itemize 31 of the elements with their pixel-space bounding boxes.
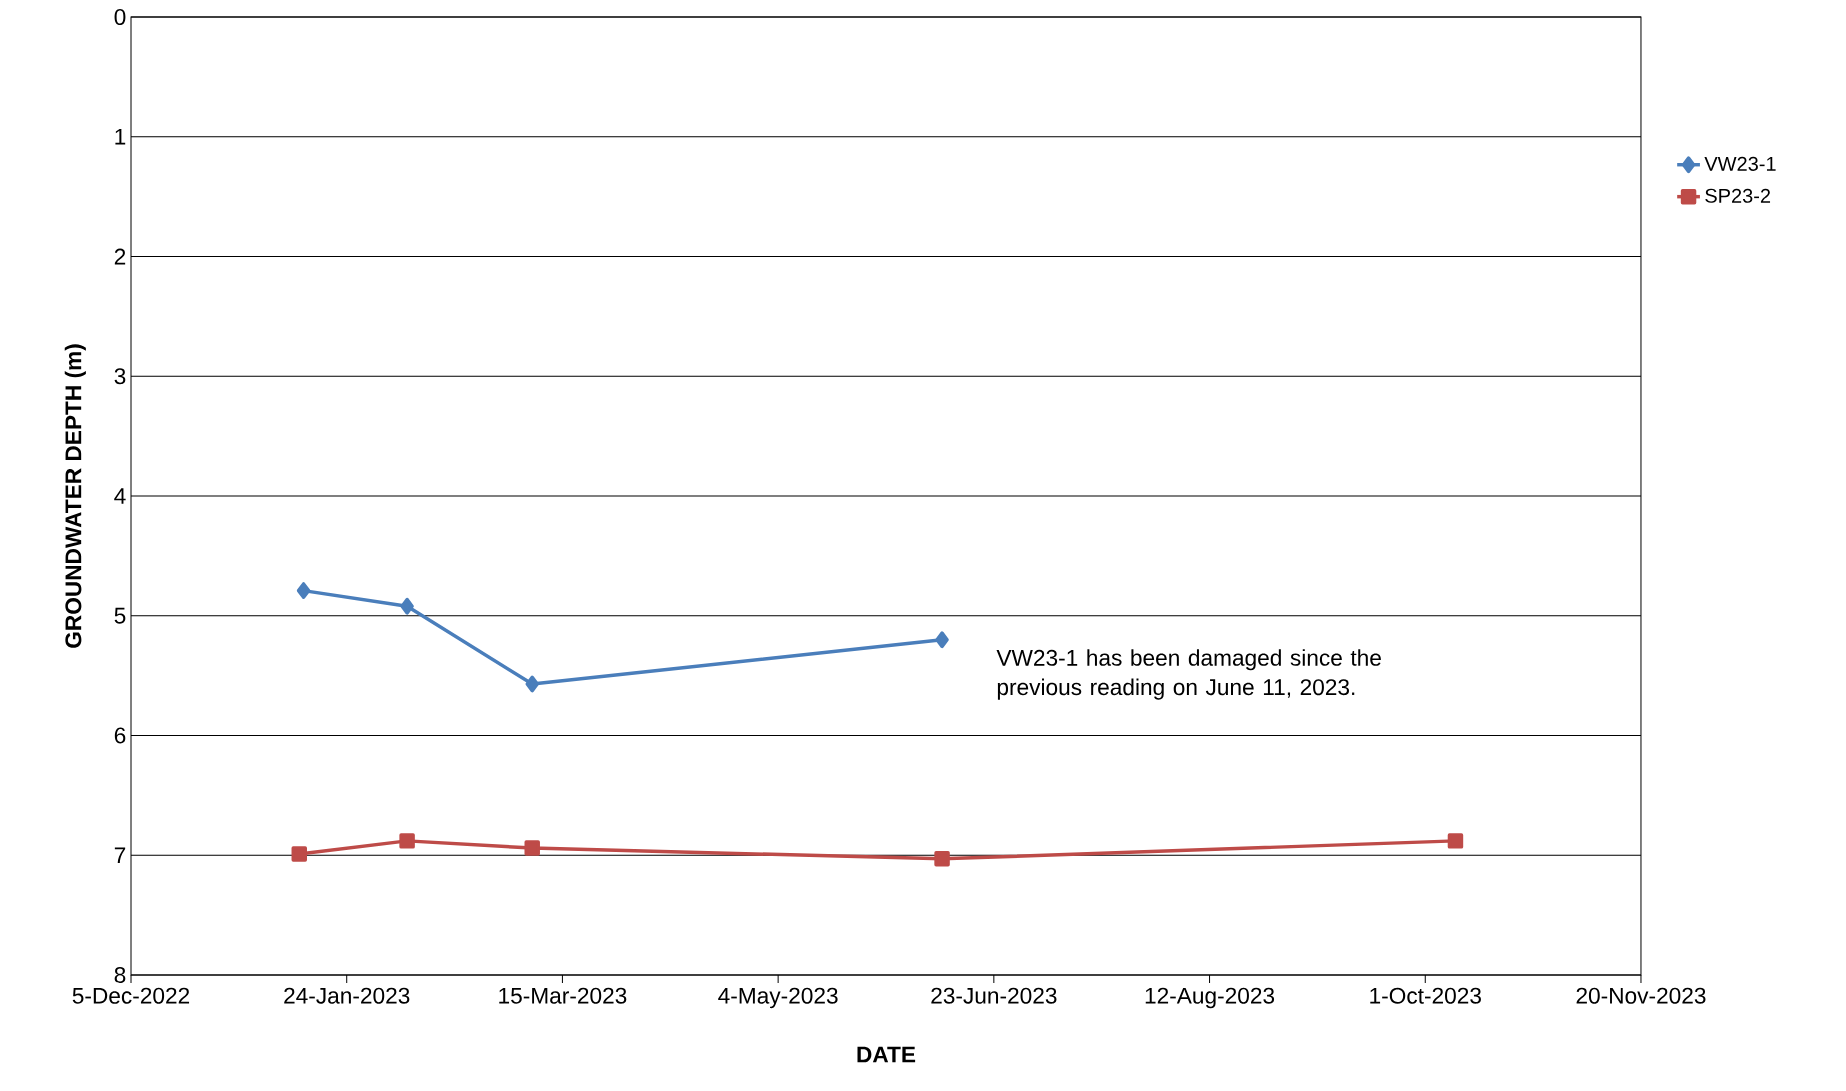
point [296, 582, 311, 600]
y-tick-label: 5 [114, 607, 126, 624]
y-axis-title: GROUNDWATER DEPTH (m) [64, 344, 86, 648]
x-tick-label: 5-Dec-2022 [72, 987, 190, 1004]
legend-label: VW23-1 [1704, 156, 1776, 171]
point [934, 851, 950, 867]
y-tick-label: 0 [114, 8, 126, 26]
point [935, 631, 949, 649]
point [524, 840, 540, 856]
x-tick-label: 23-Jun-2023 [931, 987, 1057, 1004]
y-tick-label: 6 [114, 727, 126, 744]
point [291, 846, 307, 862]
point [1447, 833, 1464, 849]
x-tick-label: 20-Nov-2023 [1576, 987, 1706, 1004]
x-axis-title: DATE [857, 1046, 916, 1063]
y-tick-label: 8 [114, 966, 126, 984]
y-tick-label: 7 [114, 847, 126, 864]
y-tick-label: 4 [114, 488, 126, 504]
point [400, 597, 414, 615]
point [525, 675, 539, 693]
y-tick-label: 2 [114, 248, 126, 265]
y-tick-label: 1 [115, 128, 126, 145]
x-tick-label: 12-Aug-2023 [1145, 987, 1275, 1009]
point [399, 833, 415, 849]
legend-label: SP23-2 [1705, 188, 1771, 203]
x-tick-label: 24-Jan-2023 [284, 987, 410, 1004]
y-tick-label: 3 [114, 368, 126, 385]
x-tick-label: 1-Oct-2023 [1370, 987, 1481, 1004]
annotation: VW23-1 has been damaged since the previous reading on June 11, 2023. [996, 649, 1381, 700]
x-tick-label: 15-Mar-2023 [499, 987, 627, 1004]
x-tick-label: 4-May-2023 [718, 987, 838, 1009]
